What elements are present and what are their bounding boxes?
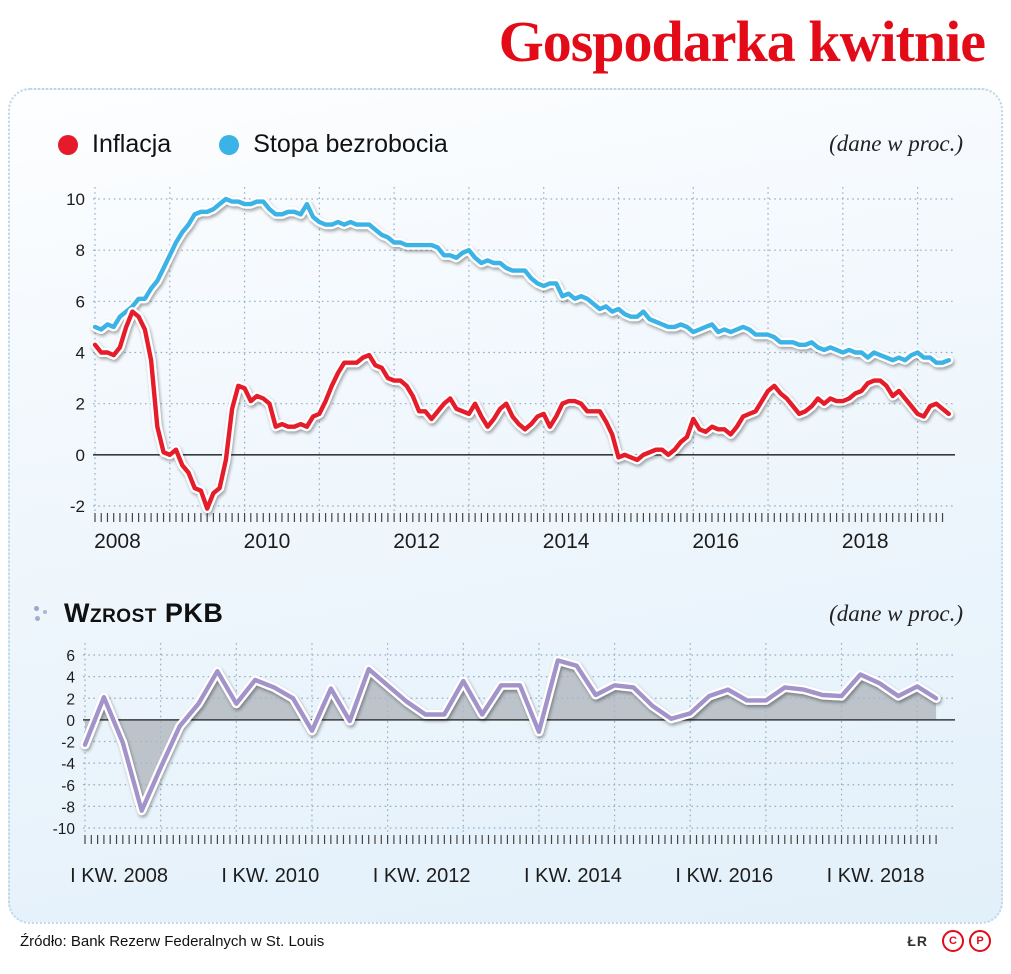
- section-bullet-icon: [34, 604, 50, 624]
- svg-text:I KW. 2010: I KW. 2010: [221, 865, 319, 887]
- inflation-dot-icon: [58, 134, 78, 155]
- footer-right: ŁR C P: [907, 930, 991, 952]
- svg-text:0: 0: [76, 446, 85, 465]
- svg-text:6: 6: [76, 292, 85, 311]
- svg-text:2012: 2012: [393, 530, 440, 553]
- svg-text:6: 6: [66, 648, 75, 665]
- svg-text:4: 4: [76, 344, 85, 363]
- legend-label-inflation: Inflacja: [92, 130, 172, 158]
- gdp-section-title: Wzrost PKB: [64, 598, 224, 628]
- svg-text:2016: 2016: [692, 530, 739, 553]
- copyright-badge-icon: C: [942, 930, 964, 952]
- svg-text:2: 2: [76, 395, 85, 414]
- source-text: Źródło: Bank Rezerw Federalnych w St. Lo…: [20, 932, 325, 950]
- svg-text:2014: 2014: [543, 530, 590, 553]
- svg-text:-2: -2: [61, 735, 75, 752]
- svg-text:2018: 2018: [842, 530, 889, 553]
- gdp-growth-chart: 6 4 2 0 -2 -4 -6 -8 -10 I KW. 2008 I KW. 2010 I KW.…: [53, 643, 955, 887]
- svg-text:I KW. 2012: I KW. 2012: [373, 865, 471, 887]
- legend-item-unemployment: Stopa bezrobocia: [219, 130, 448, 159]
- license-badges: C P: [942, 930, 991, 952]
- svg-text:2: 2: [66, 691, 75, 708]
- svg-text:-10: -10: [53, 821, 76, 838]
- svg-text:2008: 2008: [94, 530, 141, 553]
- svg-text:0: 0: [66, 713, 75, 730]
- gdp-section-header: Wzrost PKB: [34, 598, 223, 629]
- legend-label-unemployment: Stopa bezrobocia: [253, 130, 448, 158]
- footer: Źródło: Bank Rezerw Federalnych w St. Lo…: [20, 930, 991, 952]
- inflation-unemployment-chart: 10 8 6 4 2 0 -2 2008 2010 2012 2014 2016 2018: [66, 187, 955, 553]
- svg-text:-2: -2: [70, 497, 85, 516]
- top-chart-unit-note: (dane w proc.): [829, 131, 963, 156]
- svg-text:I KW. 2016: I KW. 2016: [675, 865, 773, 887]
- svg-text:-4: -4: [61, 756, 75, 773]
- page-title: Gospodarka kwitnie: [498, 9, 986, 74]
- svg-text:I KW. 2018: I KW. 2018: [827, 865, 925, 887]
- svg-text:2010: 2010: [244, 530, 291, 553]
- svg-text:4: 4: [66, 670, 75, 687]
- legend: Inflacja Stopa bezrobocia: [58, 130, 448, 159]
- svg-text:-6: -6: [61, 778, 75, 795]
- svg-text:-8: -8: [61, 799, 75, 816]
- press-badge-icon: P: [969, 930, 991, 952]
- svg-text:I KW. 2014: I KW. 2014: [524, 865, 622, 887]
- gdp-chart-unit-note: (dane w proc.): [829, 601, 963, 626]
- svg-text:10: 10: [66, 190, 85, 209]
- unemployment-dot-icon: [219, 134, 240, 155]
- author-initials: ŁR: [907, 933, 928, 949]
- legend-item-inflation: Inflacja: [58, 130, 171, 159]
- svg-text:8: 8: [76, 241, 85, 260]
- svg-text:I KW. 2008: I KW. 2008: [70, 865, 168, 887]
